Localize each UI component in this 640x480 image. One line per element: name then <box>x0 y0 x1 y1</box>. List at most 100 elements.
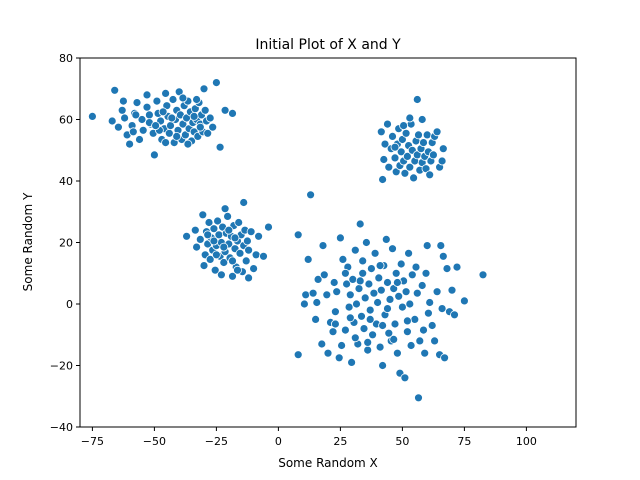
data-point <box>195 122 205 132</box>
data-point <box>190 225 200 235</box>
data-point <box>306 190 316 200</box>
data-point <box>199 261 209 271</box>
data-point <box>383 304 392 314</box>
data-point <box>228 256 237 266</box>
x-tick-label: 75 <box>457 435 471 448</box>
data-point <box>199 84 209 94</box>
data-point <box>452 262 462 272</box>
points-layer <box>88 78 488 403</box>
data-point <box>411 262 421 272</box>
data-point <box>178 93 188 103</box>
data-point <box>330 307 340 317</box>
y-tick-label: −20 <box>50 360 73 373</box>
data-point <box>459 296 469 306</box>
data-point <box>376 285 386 295</box>
data-point <box>251 250 261 260</box>
data-point <box>404 248 414 258</box>
data-point <box>334 353 344 363</box>
data-point <box>323 348 333 358</box>
data-point <box>164 128 174 138</box>
data-point <box>354 284 364 294</box>
y-axis-label: Some Random Y <box>21 192 35 291</box>
data-point <box>246 227 256 237</box>
y-tick-label: 20 <box>59 237 73 250</box>
data-point <box>319 270 329 280</box>
data-point <box>167 113 177 123</box>
data-point <box>396 259 406 269</box>
data-point <box>447 285 457 295</box>
data-point <box>370 248 380 258</box>
data-point <box>205 113 215 123</box>
data-point <box>412 288 422 298</box>
data-point <box>249 264 259 274</box>
data-point <box>244 273 254 283</box>
data-point <box>405 113 415 123</box>
data-point <box>384 162 394 172</box>
data-point <box>365 305 375 315</box>
data-point <box>322 290 332 300</box>
data-point <box>359 324 369 334</box>
data-point <box>347 357 357 367</box>
data-point <box>332 287 342 297</box>
data-point <box>183 139 193 149</box>
data-point <box>329 278 339 287</box>
data-point <box>330 319 340 329</box>
y-tick-label: 40 <box>59 175 73 188</box>
data-point <box>340 325 350 335</box>
data-point <box>378 175 388 184</box>
data-point <box>233 265 242 275</box>
y-tick-label: −40 <box>50 421 73 434</box>
data-point <box>410 314 420 324</box>
data-point <box>211 250 221 260</box>
data-point <box>414 393 423 403</box>
data-point <box>432 127 442 137</box>
data-point <box>228 109 237 118</box>
chart-title: Initial Plot of X and Y <box>255 37 401 53</box>
data-point <box>420 348 430 358</box>
data-point <box>198 210 208 220</box>
data-point <box>209 224 219 234</box>
data-point <box>432 287 442 297</box>
data-point <box>254 231 264 241</box>
data-point <box>378 361 388 370</box>
data-point <box>337 341 347 350</box>
data-point <box>168 95 178 104</box>
data-point <box>242 236 252 246</box>
data-point <box>355 276 365 286</box>
data-point <box>402 151 412 161</box>
data-point <box>117 105 127 115</box>
data-point <box>368 330 378 340</box>
data-point <box>350 245 360 255</box>
data-point <box>345 313 355 323</box>
data-point <box>414 130 423 140</box>
data-point <box>205 254 215 264</box>
data-point <box>303 254 313 264</box>
data-point <box>293 350 303 360</box>
data-point <box>216 270 226 280</box>
data-point <box>211 78 221 87</box>
data-point <box>161 89 171 98</box>
data-point <box>352 299 361 309</box>
data-point <box>391 268 401 278</box>
data-point <box>389 334 399 344</box>
data-point <box>209 236 219 246</box>
data-point <box>228 271 237 281</box>
data-point <box>344 302 354 312</box>
data-point <box>401 128 411 138</box>
x-tick-label: 25 <box>333 435 347 448</box>
data-point <box>425 298 435 307</box>
data-point <box>208 122 218 132</box>
data-point <box>142 90 152 100</box>
data-point <box>293 230 303 240</box>
data-point <box>401 287 411 297</box>
data-point <box>450 310 459 320</box>
data-point <box>378 321 388 330</box>
data-point <box>417 115 427 124</box>
x-tick-label: −50 <box>143 435 166 448</box>
data-point <box>419 138 428 148</box>
data-point <box>380 139 390 149</box>
data-point <box>299 299 309 309</box>
data-point <box>366 264 376 274</box>
data-point <box>110 85 120 95</box>
